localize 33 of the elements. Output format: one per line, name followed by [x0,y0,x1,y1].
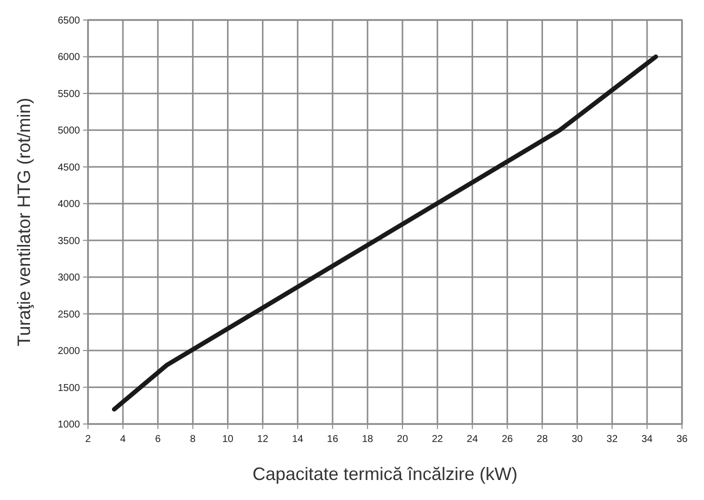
x-tick-label: 6 [155,434,162,445]
x-tick-label: 14 [292,434,304,445]
y-tick-label: 4000 [58,199,80,210]
x-tick-label: 26 [502,434,514,445]
y-tick-label: 1500 [58,382,80,394]
x-tick-label: 18 [362,434,374,445]
y-tick-label: 3500 [58,236,80,247]
x-tick-label: 28 [536,434,548,445]
x-tick-label: 22 [432,434,444,445]
x-tick-label: 30 [572,434,584,445]
y-axis-title: Turaţie ventilator HTG (rot/min) [14,98,34,346]
x-tick-label: 20 [396,434,408,445]
x-tick-label: 2 [85,434,92,445]
x-tick-label: 36 [676,434,688,445]
y-tick-label: 6500 [58,16,80,26]
x-tick-label: 34 [641,434,654,445]
y-tick-label: 4500 [58,162,80,174]
x-tick-label: 16 [327,434,339,445]
y-tick-label: 1000 [58,420,80,430]
x-tick-label: 12 [257,434,269,445]
y-tick-label: 5000 [58,126,80,137]
x-axis-title: Capacitate termică încălzire (kW) [252,464,518,484]
x-tick-label: 32 [606,434,618,445]
y-tick-label: 2000 [58,346,80,358]
y-tick-label: 2500 [58,309,80,320]
line-series [112,54,658,412]
y-tick-label: 5500 [58,88,80,100]
x-tick-label: 8 [190,434,196,445]
y-tick-label: 6000 [58,52,80,64]
y-tick-label: 3000 [58,272,80,284]
x-tick-label: 24 [466,434,478,445]
x-tick-label: 10 [222,434,234,445]
x-tick-label: 4 [120,434,126,445]
